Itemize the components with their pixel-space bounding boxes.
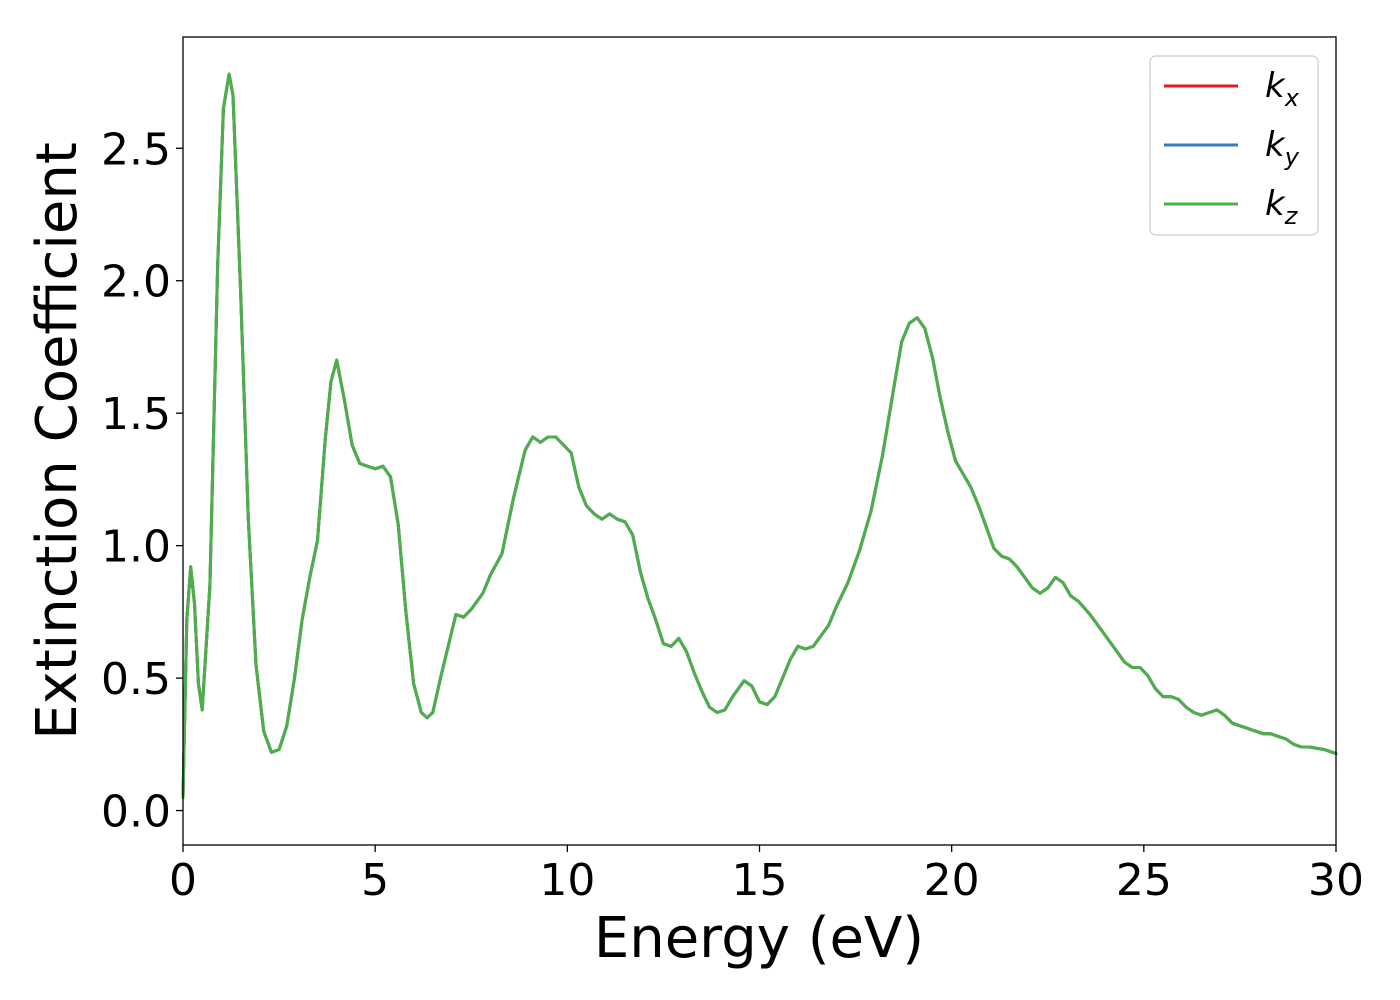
x-tick-label: 25 — [1116, 855, 1172, 906]
y-axis: 0.0 0.5 1.0 1.5 2.0 2.5 — [101, 124, 183, 838]
series-line-kz — [181, 72, 1338, 799]
x-tick-label: 15 — [732, 855, 788, 906]
y-tick-label: 2.0 — [101, 257, 171, 308]
x-tick-label: 10 — [539, 855, 595, 906]
legend: kx ky kz — [1149, 55, 1319, 236]
x-tick-label: 30 — [1308, 855, 1364, 906]
legend-label-kz: kz — [1265, 184, 1299, 230]
x-axis-label: Energy (eV) — [594, 906, 924, 971]
y-tick-label: 0.5 — [101, 654, 171, 705]
series-layer — [181, 72, 1338, 799]
y-tick-label: 1.0 — [101, 522, 171, 573]
y-tick-label: 2.5 — [101, 124, 171, 175]
x-tick-label: 5 — [361, 855, 389, 906]
legend-label-kx: kx — [1265, 66, 1300, 112]
plot-background — [183, 37, 1336, 845]
y-tick-label: 1.5 — [101, 389, 171, 440]
y-axis-label: Extinction Coefficient — [25, 142, 90, 740]
legend-label-ky: ky — [1265, 125, 1300, 171]
y-tick-label: 0.0 — [101, 787, 171, 838]
x-axis: 0 5 10 15 20 25 30 — [169, 845, 1364, 906]
x-tick-label: 0 — [169, 855, 197, 906]
x-tick-label: 20 — [924, 855, 980, 906]
